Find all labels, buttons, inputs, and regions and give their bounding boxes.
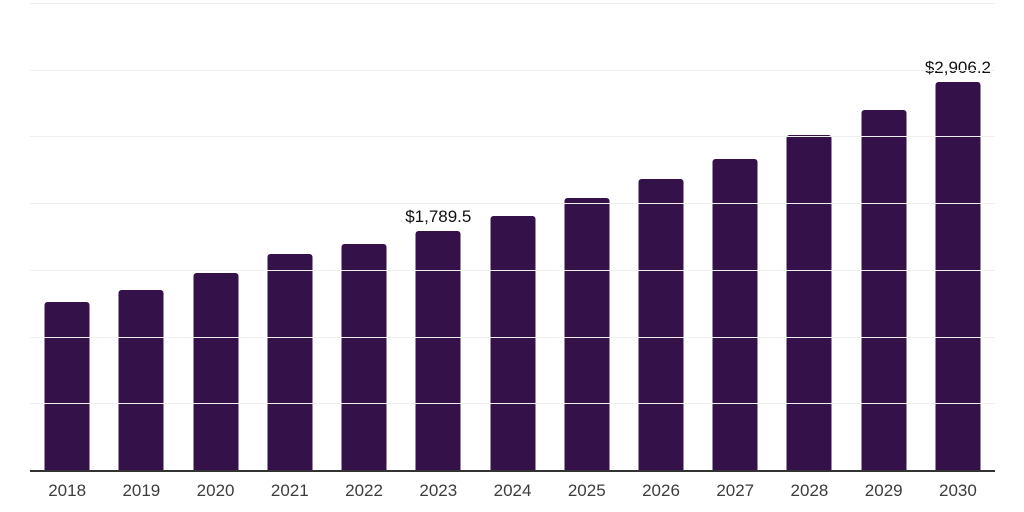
bar-slot-2030: $2,906.2 xyxy=(921,3,995,470)
bar-slot-2026 xyxy=(624,3,698,470)
bar-slot-2024 xyxy=(475,3,549,470)
bar-slot-2023: $1,789.5 xyxy=(401,3,475,470)
x-axis-tick-labels: 2018 2019 2020 2021 2022 2023 2024 2025 2026 2027… xyxy=(30,481,995,501)
bar-2020 xyxy=(193,273,239,470)
x-tick-label-2026: 2026 xyxy=(642,481,680,500)
x-tick-label-2024: 2024 xyxy=(493,481,532,500)
bar-2029 xyxy=(861,109,907,470)
x-tick-label-2023: 2023 xyxy=(419,481,458,500)
x-tick-label-2018: 2018 xyxy=(48,481,87,500)
value-label-2023: $1,789.5 xyxy=(405,207,472,227)
bar-2019 xyxy=(118,289,164,470)
gridline xyxy=(30,3,995,4)
x-tick-label-2022: 2022 xyxy=(345,481,383,500)
bar-slot-2019 xyxy=(104,3,178,470)
bar-2021 xyxy=(267,254,313,470)
bar-2030 xyxy=(935,82,981,470)
x-tick-label-2021: 2021 xyxy=(270,481,309,500)
gridline xyxy=(30,69,995,71)
bar-2023 xyxy=(415,231,461,470)
bar-slot-2020 xyxy=(178,3,252,470)
bar-2025 xyxy=(564,198,610,470)
value-label-2030: $2,906.2 xyxy=(924,58,992,78)
gridline xyxy=(30,403,995,405)
bar-slot-2018 xyxy=(30,3,104,470)
bar-2024 xyxy=(490,215,536,470)
plot-area: $1,789.5 $2,906.2 xyxy=(30,3,995,472)
bar-2018 xyxy=(44,301,90,470)
gridline xyxy=(30,203,995,205)
bar-2028 xyxy=(786,135,832,470)
x-tick-label-2030: 2030 xyxy=(939,481,977,500)
bar-2027 xyxy=(712,158,758,470)
x-tick-label-2020: 2020 xyxy=(196,481,235,500)
gridline xyxy=(30,269,995,271)
x-tick-label-2019: 2019 xyxy=(122,481,161,500)
x-tick-label-2025: 2025 xyxy=(567,481,606,500)
bar-2026 xyxy=(638,179,684,470)
bar-2022 xyxy=(341,244,387,470)
x-tick-label-2027: 2027 xyxy=(716,481,755,500)
bar-slot-2028 xyxy=(772,3,846,470)
bar-slot-2025 xyxy=(550,3,624,470)
bar-slot-2021 xyxy=(253,3,327,470)
x-tick-label-2028: 2028 xyxy=(790,481,829,500)
x-tick-label-2029: 2029 xyxy=(864,481,903,500)
gridline xyxy=(30,336,995,338)
gridline xyxy=(30,136,995,138)
bar-series: $1,789.5 $2,906.2 xyxy=(30,3,995,470)
bar-slot-2022 xyxy=(327,3,401,470)
bar-slot-2027 xyxy=(698,3,772,470)
bar-slot-2029 xyxy=(847,3,921,470)
